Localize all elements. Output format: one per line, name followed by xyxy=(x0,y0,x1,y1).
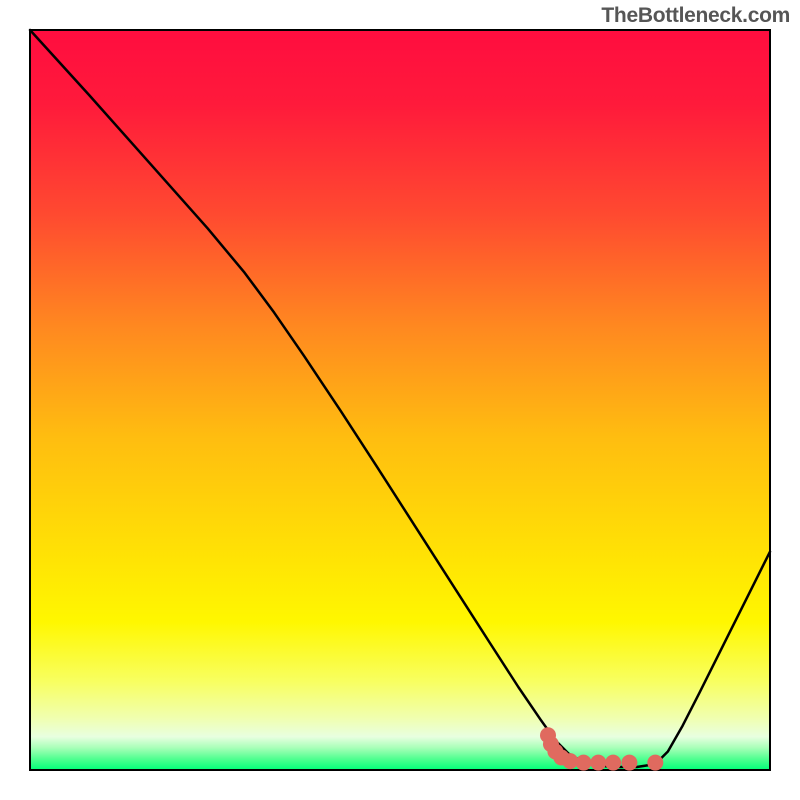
plot-background xyxy=(30,30,770,770)
marker-dot xyxy=(576,755,592,771)
marker-dot xyxy=(647,755,663,771)
marker-dot xyxy=(621,755,637,771)
marker-dot xyxy=(590,755,606,771)
bottleneck-chart xyxy=(0,0,800,800)
marker-dot xyxy=(605,755,621,771)
chart-container: TheBottleneck.com xyxy=(0,0,800,800)
